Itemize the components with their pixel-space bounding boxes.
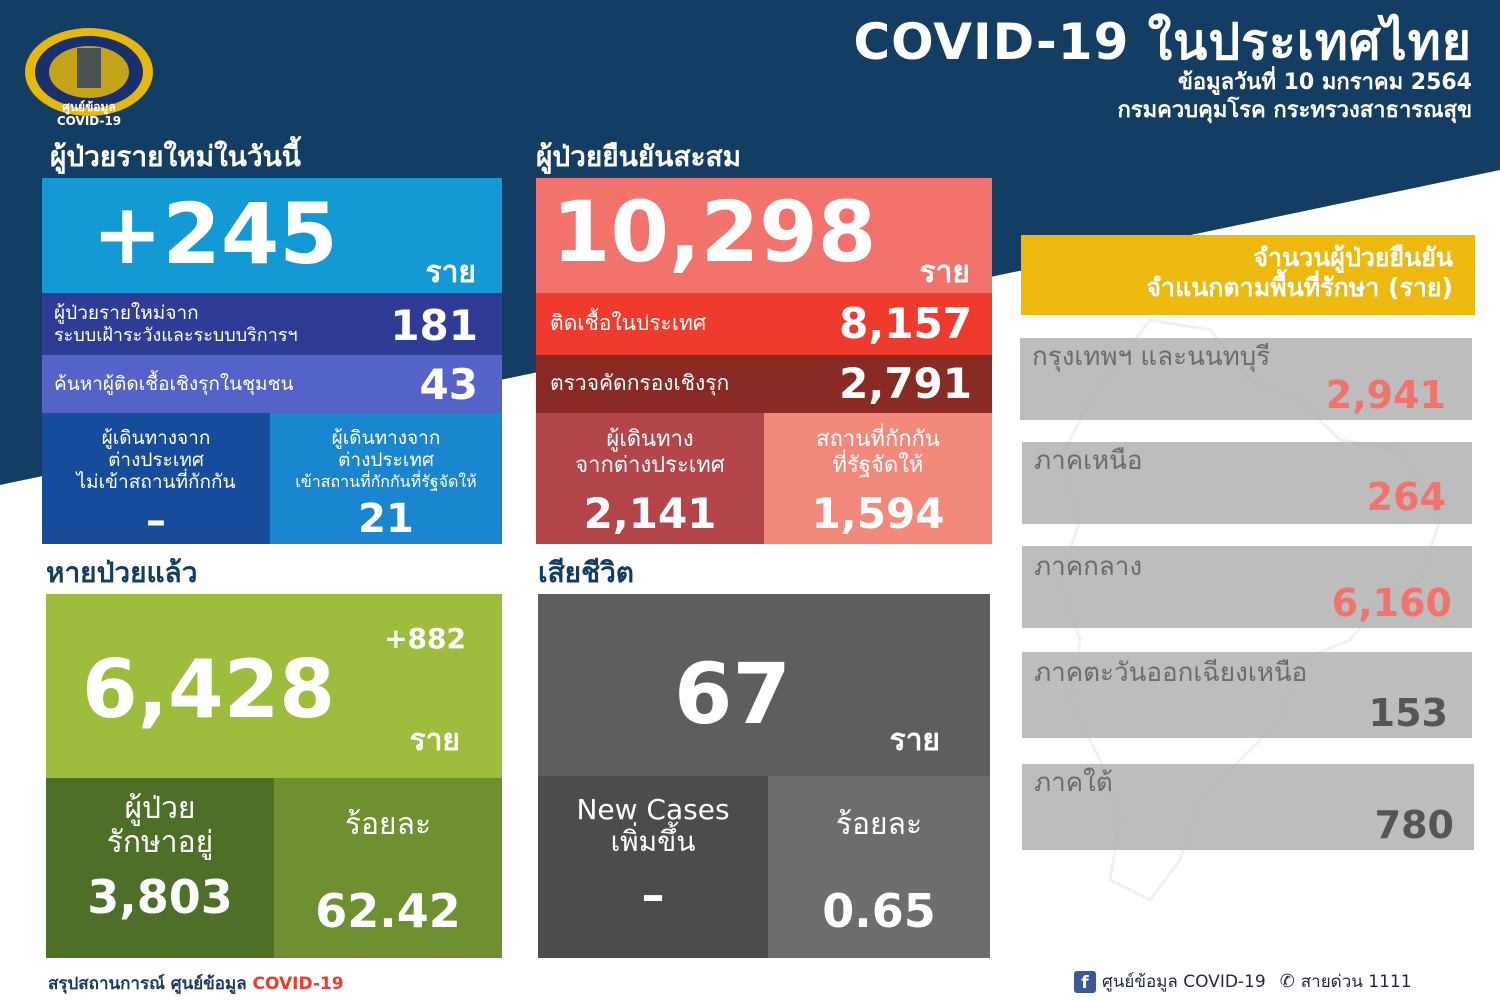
department-seal-logo — [25, 28, 153, 116]
cumulative-travel-value: 2,141 — [583, 489, 717, 538]
deaths-total: 67 — [674, 645, 791, 743]
travel-q-value: 21 — [358, 496, 414, 542]
recovered-percent-cell: ร้อยละ 62.42 — [274, 778, 502, 958]
date-line: ข้อมูลวันที่ 10 มกราคม 2564 — [1177, 70, 1472, 95]
surveillance-label-line2: ระบบเฝ้าระวังและระบบบริการฯ — [54, 325, 298, 346]
local-infection-value: 8,157 — [839, 299, 972, 348]
community-label: ค้นหาผู้ติดเชื้อเชิงรุกในชุมชน — [54, 373, 294, 395]
new-cases-total: +245 — [92, 185, 338, 283]
local-infection-label: ติดเชื้อในประเทศ — [550, 311, 707, 335]
recovered-unit: ราย — [409, 723, 460, 758]
recovered-treating-value: 3,803 — [87, 870, 233, 924]
deaths-total-panel: 67 ราย — [538, 594, 990, 776]
logo-caption-line1: ศูนย์ข้อมูล — [62, 100, 116, 114]
region-name: ภาคใต้ — [1034, 768, 1113, 798]
travel-q-line3: เข้าสถานที่กักกันที่รัฐจัดให้ — [295, 472, 477, 491]
new-cases-total-panel: +245 ราย — [42, 178, 502, 293]
cumulative-total-panel: 10,298 ราย — [536, 178, 992, 293]
region-value: 6,160 — [1331, 581, 1452, 625]
region-item-south: ภาคใต้ 780 — [1022, 764, 1474, 850]
cumulative-quarantine-line1: สถานที่กักกัน — [816, 427, 940, 452]
regions-title-line1: จำนวนผู้ป่วยยืนยัน — [1253, 243, 1453, 272]
region-name: กรุงเทพฯ และนนทบุรี — [1032, 342, 1271, 372]
recovered-total-panel: +882 6,428 ราย — [46, 594, 502, 778]
cumulative-travel-cell: ผู้เดินทาง จากต่างประเทศ 2,141 — [536, 413, 764, 544]
community-value: 43 — [419, 360, 478, 409]
recovered-total: 6,428 — [82, 643, 336, 736]
new-cases-unit: ราย — [425, 255, 476, 290]
recovered-delta: +882 — [384, 622, 466, 655]
surveillance-label-line1: ผู้ป่วยรายใหม่จาก — [54, 302, 199, 324]
region-name: ภาคเหนือ — [1034, 446, 1143, 476]
logo-caption: ศูนย์ข้อมูล COVID-19 — [22, 100, 156, 128]
regions-title-line2: จำแนกตามพื้นที่รักษา (ราย) — [1146, 273, 1453, 302]
cumulative-quarantine-value: 1,594 — [811, 489, 945, 538]
travel-q-line1: ผู้เดินทางจาก — [331, 427, 441, 449]
regions-title-box: จำนวนผู้ป่วยยืนยัน จำแนกตามพื้นที่รักษา … — [1021, 235, 1475, 315]
deaths-new-line1: New Cases — [576, 793, 730, 826]
deaths-new-value: – — [641, 868, 665, 922]
region-value: 264 — [1366, 475, 1446, 519]
recovered-treating-cell: ผู้ป่วย รักษาอยู่ 3,803 — [46, 778, 274, 958]
new-cases-title: ผู้ป่วยรายใหม่ในวันนี้ — [50, 140, 301, 173]
travel-q-line2: ต่างประเทศ — [338, 449, 434, 471]
cumulative-total: 10,298 — [552, 183, 877, 281]
travel-quarantine-cell: ผู้เดินทางจาก ต่างประเทศ เข้าสถานที่กักก… — [270, 413, 502, 544]
region-item-central: ภาคกลาง 6,160 — [1022, 546, 1472, 628]
travel-no-q-line3: ไม่เข้าสถานที่กักกัน — [76, 471, 236, 493]
region-value: 780 — [1374, 803, 1454, 847]
local-infection-row: ติดเชื้อในประเทศ 8,157 — [536, 293, 992, 355]
deaths-title: เสียชีวิต — [538, 556, 634, 589]
logo-caption-line2: COVID-19 — [56, 114, 122, 128]
region-name: ภาคกลาง — [1034, 552, 1143, 582]
region-item-bangkok: กรุงเทพฯ และนนทบุรี 2,941 — [1020, 338, 1472, 420]
deaths-new-line2: เพิ่มขึ้น — [610, 825, 696, 858]
cumulative-unit: ราย — [919, 255, 970, 290]
surveillance-row: ผู้ป่วยรายใหม่จาก ระบบเฝ้าระวังและระบบบร… — [42, 293, 502, 355]
travel-no-q-line1: ผู้เดินทางจาก — [101, 427, 211, 449]
recovered-treating-line2: รักษาอยู่ — [106, 825, 214, 860]
cumulative-quarantine-line2: ที่รัฐจัดให้ — [832, 453, 924, 478]
cumulative-title: ผู้ป่วยยืนยันสะสม — [536, 140, 742, 173]
community-row: ค้นหาผู้ติดเชื้อเชิงรุกในชุมชน 43 — [42, 355, 502, 413]
page-title: COVID-19 ในประเทศไทย — [853, 13, 1472, 71]
hotline-label: สายด่วน 1111 — [1300, 972, 1412, 992]
travel-no-q-value: – — [146, 498, 166, 544]
deaths-unit: ราย — [889, 723, 940, 758]
recovered-treating-line1: ผู้ป่วย — [124, 791, 196, 826]
facebook-label: ศูนย์ข้อมูล COVID-19 — [1102, 972, 1266, 992]
proactive-screening-row: ตรวจคัดกรองเชิงรุก 2,791 — [536, 355, 992, 413]
deaths-new-cell: New Cases เพิ่มขึ้น – — [538, 776, 768, 958]
deaths-percent-cell: ร้อยละ 0.65 — [768, 776, 990, 958]
region-item-northeast: ภาคตะวันออกเฉียงเหนือ 153 — [1022, 652, 1472, 738]
recovered-title: หายป่วยแล้ว — [46, 556, 198, 589]
deaths-percent-label: ร้อยละ — [835, 807, 923, 842]
recovered-percent-value: 62.42 — [315, 884, 461, 938]
footer-right: f ศูนย์ข้อมูล COVID-19 ✆ สายด่วน 1111 — [1074, 968, 1412, 995]
recovered-percent-label: ร้อยละ — [344, 807, 432, 842]
cumulative-travel-line2: จากต่างประเทศ — [575, 453, 725, 478]
cumulative-quarantine-cell: สถานที่กักกัน ที่รัฐจัดให้ 1,594 — [764, 413, 992, 544]
region-value: 2,941 — [1325, 373, 1446, 417]
phone-icon: ✆ — [1279, 971, 1295, 992]
region-value: 153 — [1368, 691, 1448, 735]
proactive-screening-value: 2,791 — [839, 359, 972, 408]
footer-left-highlight: COVID-19 — [252, 974, 344, 994]
footer-left: สรุปสถานการณ์ ศูนย์ข้อมูล COVID-19 — [48, 970, 344, 997]
facebook-icon: f — [1074, 970, 1096, 993]
proactive-screening-label: ตรวจคัดกรองเชิงรุก — [550, 371, 730, 395]
deaths-percent-value: 0.65 — [822, 884, 936, 938]
travel-no-q-line2: ต่างประเทศ — [108, 449, 204, 471]
footer-left-prefix: สรุปสถานการณ์ ศูนย์ข้อมูล — [48, 974, 253, 994]
cumulative-travel-line1: ผู้เดินทาง — [606, 427, 694, 452]
organization-line: กรมควบคุมโรค กระทรวงสาธารณสุข — [1117, 98, 1472, 123]
travel-no-quarantine-cell: ผู้เดินทางจาก ต่างประเทศ ไม่เข้าสถานที่ก… — [42, 413, 270, 544]
surveillance-value: 181 — [390, 301, 478, 350]
region-item-north: ภาคเหนือ 264 — [1022, 442, 1472, 524]
region-name: ภาคตะวันออกเฉียงเหนือ — [1034, 658, 1308, 688]
